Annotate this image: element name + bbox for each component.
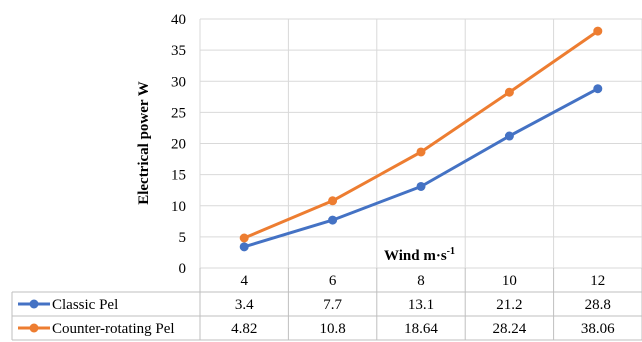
x-tick-label: 8	[417, 273, 425, 289]
x-tick-label: 10	[502, 273, 517, 289]
data-point	[504, 131, 514, 141]
data-point	[416, 181, 426, 191]
data-table: 4 6 8 10 12 Classic Pel 3.4 7.7 13.1 21.2 28.8 Coun…	[11, 268, 642, 341]
data-label: 7.7	[323, 297, 342, 313]
data-point	[593, 84, 603, 94]
y-tick-label: 0	[179, 261, 187, 277]
y-tick-label: 10	[171, 199, 186, 215]
data-label: 4.82	[231, 321, 257, 337]
y-axis-ticks: 0 5 10 15 20 25 30 35 40	[171, 12, 186, 277]
legend-label-0: Classic Pel	[52, 297, 118, 313]
data-label: 18.64	[404, 321, 438, 337]
y-axis-label: Electrical power W	[136, 81, 152, 205]
x-tick-label: 12	[590, 273, 605, 289]
data-label: 38.06	[581, 321, 615, 337]
x-axis-label-main: Wind m·s	[384, 248, 447, 264]
x-axis-label-sup: -1	[447, 246, 455, 257]
y-tick-label: 20	[171, 137, 186, 153]
data-label: 28.8	[585, 297, 611, 313]
series-line-1	[243, 29, 599, 240]
data-point	[239, 233, 249, 243]
data-label: 28.24	[493, 321, 527, 337]
data-point	[416, 147, 426, 157]
grid	[199, 18, 642, 269]
y-tick-label: 40	[171, 12, 186, 28]
data-label: 3.4	[235, 297, 254, 313]
data-point	[328, 196, 338, 206]
y-tick-label: 30	[171, 74, 186, 90]
data-point	[239, 242, 249, 252]
data-label: 13.1	[408, 297, 434, 313]
legend-marker-0	[29, 299, 39, 309]
legend-marker-1	[29, 323, 39, 333]
data-point	[328, 215, 338, 225]
data-label: 10.8	[319, 321, 345, 337]
y-tick-label: 35	[171, 43, 186, 59]
legend-label-1: Counter-rotating Pel	[52, 321, 175, 337]
series-group	[239, 26, 603, 252]
y-tick-label: 15	[171, 168, 186, 184]
x-axis-label: Wind m·s-1	[384, 246, 455, 264]
data-point	[504, 87, 514, 97]
data-label: 21.2	[496, 297, 522, 313]
x-tick-label: 4	[240, 273, 248, 289]
y-tick-label: 25	[171, 105, 186, 121]
y-tick-label: 5	[179, 230, 187, 246]
data-point	[593, 26, 603, 36]
x-tick-label: 6	[329, 273, 337, 289]
